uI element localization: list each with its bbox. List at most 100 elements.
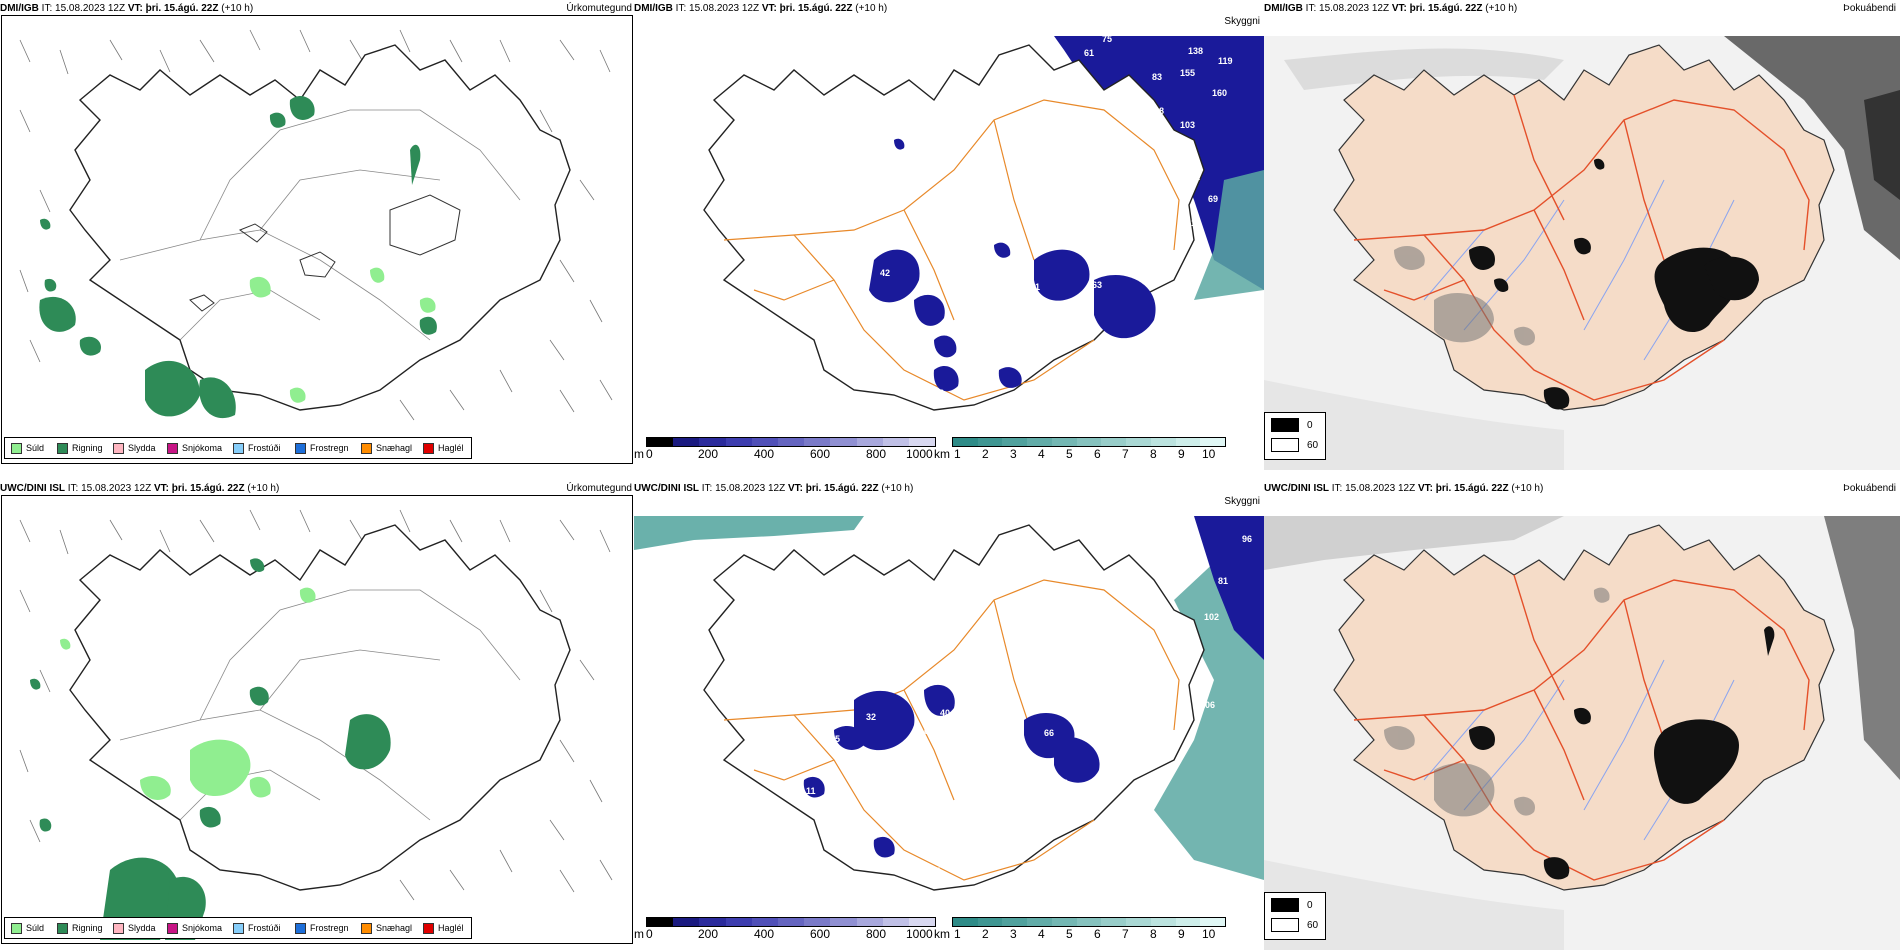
it-value: 15.08.2023 12Z — [1345, 483, 1416, 494]
fog-legend-label: 60 — [1307, 440, 1319, 451]
legend-item-snow: Snjókoma — [167, 922, 223, 935]
panel-header: UWC/DINI ISL IT: 15.08.2023 12Z VT: þri.… — [0, 482, 636, 496]
vt-label: VT: — [153, 483, 169, 494]
vis-number: 83 — [1152, 72, 1162, 82]
panel-title: Úrkomutegund — [566, 483, 632, 494]
vis-number: 91 — [1030, 282, 1040, 292]
rain-areas — [39, 95, 437, 419]
legend-label: Snjókoma — [182, 923, 223, 933]
colorbar-meters: m 0 200 400 600 800 1000 — [634, 437, 936, 463]
fog-legend-label: 0 — [1307, 420, 1313, 431]
legend-item-drizzle: Súld — [11, 922, 44, 935]
vt-value: þri. 15.ágú. 22Z — [1435, 483, 1509, 494]
vt-value: þri. 15.ágú. 22Z — [145, 3, 219, 14]
colorbar-tick: 7 — [1122, 447, 1129, 461]
vis-number: 32 — [1058, 778, 1068, 788]
colorbar-tick: 4 — [1038, 447, 1045, 461]
vis-number: 56 — [1020, 746, 1030, 756]
colorbar-tick: 10 — [1202, 927, 1216, 941]
precip-legend: Súld Rigning Slydda Snjókoma Frostúði Fr… — [4, 437, 472, 459]
legend-item-rain: Rigning — [57, 922, 103, 935]
legend-label: Haglél — [438, 923, 464, 933]
legend-item-hail: Haglél — [423, 442, 464, 455]
colorbar-unit: km — [934, 927, 950, 941]
fog-legend-label: 60 — [1307, 920, 1319, 931]
colorbar-unit: m — [634, 927, 644, 941]
wind-barbs — [19, 29, 613, 421]
colorbar-tick: 800 — [866, 447, 887, 461]
legend-swatch — [295, 923, 306, 935]
colorbar-km-strip — [952, 917, 1226, 927]
colorbar-tick: 6 — [1094, 447, 1101, 461]
it-value: 15.08.2023 12Z — [55, 3, 126, 14]
ocean-cloud-west — [634, 516, 864, 550]
vis-number: 81 — [1218, 576, 1228, 586]
colorbar-m-strip — [646, 917, 936, 927]
colorbar-tick: 0 — [646, 927, 653, 941]
precip-map — [19, 509, 613, 940]
legend-label: Frostregn — [310, 923, 349, 933]
lead-time: (+10 h) — [855, 3, 888, 14]
ocean-fog — [1054, 36, 1264, 290]
fog-gray — [1394, 245, 1535, 346]
legend-label: Rigning — [72, 923, 103, 933]
fog-legend-row: 60 — [1271, 438, 1318, 454]
legend-swatch — [361, 443, 372, 455]
legend-swatch — [11, 923, 22, 935]
panel-title: Skyggni — [1224, 496, 1260, 507]
it-label: IT: — [67, 483, 79, 494]
visibility-panel-top: DMI/IGB IT: 15.08.2023 12Z VT: þri. 15.á… — [634, 0, 1264, 470]
panel-title: Skyggni — [1224, 16, 1260, 27]
vis-number: 75 — [1102, 34, 1112, 44]
colorbar-tick: 1 — [954, 447, 961, 461]
model-name: DMI/IGB — [634, 3, 673, 14]
panel-title: Þokuábendi — [1843, 3, 1896, 14]
colorbar-tick: 3 — [1010, 447, 1017, 461]
vis-number: 18 — [830, 664, 840, 674]
fog-legend-swatch — [1271, 898, 1299, 913]
it-label: IT: — [1305, 3, 1317, 14]
wind-barbs — [19, 509, 613, 901]
vt-value: þri. 15.ágú. 22Z — [805, 483, 879, 494]
legend-label: Frostregn — [310, 443, 349, 453]
colorbar-tick: 1000 — [906, 927, 933, 941]
vt-label: VT: — [787, 483, 803, 494]
panel-header: UWC/DINI ISL IT: 15.08.2023 12Z VT: þri.… — [634, 482, 1264, 496]
it-label: IT: — [675, 3, 687, 14]
legend-label: Snæhagl — [376, 923, 413, 933]
vt-value: þri. 15.ágú. 22Z — [779, 3, 853, 14]
legend-swatch — [113, 443, 124, 455]
panel-title: Úrkomutegund — [566, 3, 632, 14]
visibility-panel-bottom: UWC/DINI ISL IT: 15.08.2023 12Z VT: þri.… — [634, 480, 1264, 950]
roads — [723, 99, 1180, 401]
colorbar-tick: 8 — [1150, 447, 1157, 461]
vis-number: 30 — [1012, 284, 1022, 294]
colorbar-km: km 1 2 3 4 5 6 7 8 9 10 — [934, 437, 1234, 463]
legend-item-snow-pellets: Snæhagl — [361, 442, 412, 455]
colorbar-tick: 1000 — [906, 447, 933, 461]
vis-number: 35 — [910, 386, 920, 396]
it-label: IT: — [701, 483, 713, 494]
fog-legend-row: 60 — [1271, 918, 1318, 934]
legend-swatch — [57, 443, 68, 455]
colorbar-km-strip — [952, 437, 1226, 447]
vis-number: 69 — [1208, 194, 1218, 204]
ocean-cloud — [1194, 170, 1264, 300]
fog-areas — [869, 138, 1156, 392]
legend-swatch — [233, 443, 244, 455]
model-name: DMI/IGB — [0, 3, 39, 14]
colorbar-tick: 0 — [646, 447, 653, 461]
legend-swatch — [295, 443, 306, 455]
precip-map — [19, 29, 613, 421]
visibility-numbers: 75 61 138 119 83 155 160 68 103 40 82 69… — [828, 34, 1233, 398]
legend-label: Slydda — [128, 443, 156, 453]
vis-number: 45 — [938, 250, 948, 260]
colorbar-tick: 6 — [1094, 927, 1101, 941]
legend-label: Snjókoma — [182, 443, 223, 453]
precip-panel-top: DMI/IGB IT: 15.08.2023 12Z VT: þri. 15.á… — [0, 0, 636, 470]
it-value: 15.08.2023 12Z — [81, 483, 152, 494]
precip-panel-bottom: UWC/DINI ISL IT: 15.08.2023 12Z VT: þri.… — [0, 480, 636, 950]
legend-swatch — [423, 923, 434, 935]
fog-panel-top: DMI/IGB IT: 15.08.2023 12Z VT: þri. 15.á… — [1264, 0, 1900, 470]
ocean-fog — [1194, 516, 1264, 660]
